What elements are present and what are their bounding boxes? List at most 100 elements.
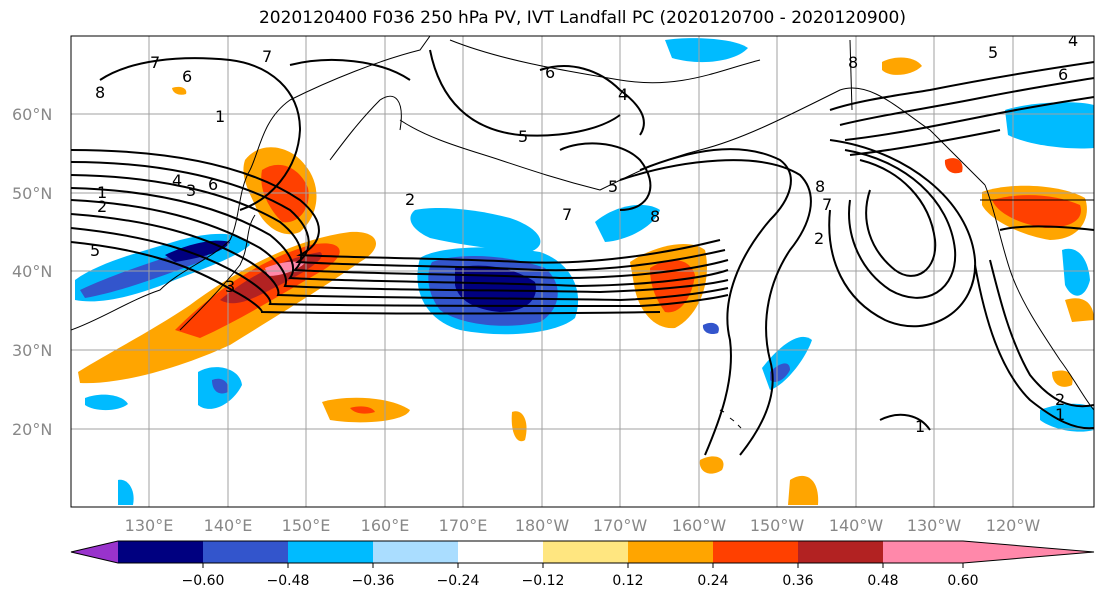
colorbar: −0.60 −0.48 −0.36 −0.24 −0.12 0.12 0.24 … <box>70 540 1095 589</box>
contour-label: 6 <box>1058 65 1068 84</box>
contour-labels: 8 6 7 1 5 1 2 4 3 5 6 2 4 5 7 8 8 7 2 5 … <box>90 31 1078 436</box>
border-alaska <box>849 39 853 111</box>
contour-label: 1 <box>915 417 925 436</box>
pv-contours <box>71 49 1094 456</box>
contour-aleutian-1 <box>429 49 621 137</box>
colorbar-tick-label: −0.60 <box>182 573 225 589</box>
contour-label: 1 <box>215 107 225 126</box>
contour-ridge-2 <box>839 77 1094 126</box>
warm-anomaly-subtropic-2 <box>511 411 527 442</box>
lon-label: 130°E <box>125 516 174 535</box>
contour-jet-4 <box>71 187 729 288</box>
coast-kamchatka <box>329 95 402 161</box>
map-title: 2020120400 F036 250 hPa PV, IVT Landfall… <box>258 8 906 28</box>
contour-label: 4 <box>1068 31 1078 50</box>
contour-label: 8 <box>95 83 105 102</box>
coast-arctic <box>449 39 761 84</box>
cold-anomaly-subtropic-2 <box>85 394 128 411</box>
contour-trough-1 <box>639 148 792 456</box>
lat-label: 60°N <box>12 105 52 124</box>
graticule <box>71 36 1094 507</box>
contour-loop-2 <box>844 149 957 299</box>
contour-jet-6 <box>71 213 729 302</box>
contour-label: 2 <box>97 197 107 216</box>
contour-trough-2 <box>619 159 812 456</box>
coast-na-west <box>984 184 1094 411</box>
contour-label: 7 <box>262 47 272 66</box>
contour-label: 6 <box>208 175 218 194</box>
lon-label: 140°E <box>204 516 253 535</box>
longitude-labels: 130°E 140°E 150°E 160°E 170°E 180°W 170°… <box>125 516 1041 535</box>
colorbar-segment <box>883 541 963 563</box>
colorbar-segment <box>798 541 883 563</box>
contour-label: 2 <box>814 229 824 248</box>
warm-anomaly-north-2 <box>172 86 187 95</box>
warm-anomaly-japan-peak <box>265 261 305 276</box>
lon-label: 140°W <box>829 516 884 535</box>
contour-nw-2 <box>289 59 411 81</box>
contour-aleutian-2 <box>539 65 645 136</box>
colorbar-segment <box>628 541 713 563</box>
contour-label: 7 <box>822 195 832 214</box>
latitude-labels: 60°N 50°N 40°N 30°N 20°N <box>12 105 52 439</box>
colorbar-segment <box>713 541 798 563</box>
colorbar-segment <box>203 541 288 563</box>
contour-jet-7 <box>71 227 729 308</box>
contour-loop-1 <box>859 159 937 277</box>
colorbar-ticks <box>202 563 964 568</box>
lon-label: 170°E <box>439 516 488 535</box>
contour-ridge-1 <box>829 61 1094 111</box>
colorbar-segment <box>118 541 203 563</box>
coast-japan <box>179 214 256 331</box>
contour-label: 8 <box>815 177 825 196</box>
colorbar-tick-label: −0.12 <box>522 573 565 589</box>
warm-anomaly-north <box>882 57 922 75</box>
contour-jet-3 <box>71 174 729 280</box>
contour-label: 3 <box>225 277 235 296</box>
colorbar-segment <box>373 541 458 563</box>
colorbar-tick-label: 0.36 <box>782 573 813 589</box>
lon-label: 160°W <box>672 516 727 535</box>
contour-label: 6 <box>545 63 555 82</box>
contour-label: 7 <box>562 205 572 224</box>
contour-label: 6 <box>182 67 192 86</box>
warm-anomaly-subtropic-4 <box>699 456 724 474</box>
warm-anomaly-subtropic-3 <box>788 475 819 505</box>
cold-anomaly-japan-deep <box>165 240 230 262</box>
contour-label: 8 <box>848 53 858 72</box>
colorbar-arrow-left <box>71 541 118 563</box>
contour-label: 5 <box>988 43 998 62</box>
warm-anomaly-baja <box>1052 370 1073 387</box>
contour-label: 1 <box>97 183 107 202</box>
lon-label: 170°W <box>593 516 648 535</box>
contour-label: 4 <box>618 85 628 104</box>
warm-anomaly-mexico <box>1065 298 1094 322</box>
contour-label: 2 <box>1055 390 1065 409</box>
coastlines <box>71 36 1094 429</box>
colorbar-tick-label: 0.12 <box>612 573 643 589</box>
cold-anomaly-aleutian <box>410 207 541 252</box>
colorbar-tick-label: 0.24 <box>697 573 728 589</box>
cold-anomaly-subtropic-1-core <box>212 378 229 394</box>
warm-anomaly-okhotsk-core <box>261 164 309 223</box>
colorbar-tick-label: −0.24 <box>437 573 480 589</box>
contour-label: 1 <box>1055 405 1065 424</box>
lon-label: 130°W <box>907 516 962 535</box>
contour-west-1 <box>999 225 1094 231</box>
coast-asia <box>71 36 431 331</box>
colorbar-arrow-right <box>963 541 1094 563</box>
colorbar-tick-label: 0.48 <box>867 573 898 589</box>
lon-label: 180°W <box>515 516 570 535</box>
cold-anomaly-subtropic-3-core <box>770 363 790 382</box>
colorbar-tick-label: −0.48 <box>267 573 310 589</box>
lat-label: 20°N <box>12 420 52 439</box>
warm-anomaly-westcoast-small <box>944 158 963 174</box>
contour-nw-1 <box>99 57 302 211</box>
colorbar-segment <box>458 541 543 563</box>
contour-label: 5 <box>518 127 528 146</box>
cold-anomaly-subtropic-5 <box>702 322 719 335</box>
contour-small-1 <box>879 413 931 431</box>
cold-anomaly-sw-us <box>1062 248 1090 296</box>
colorbar-tick-label: 0.60 <box>947 573 978 589</box>
